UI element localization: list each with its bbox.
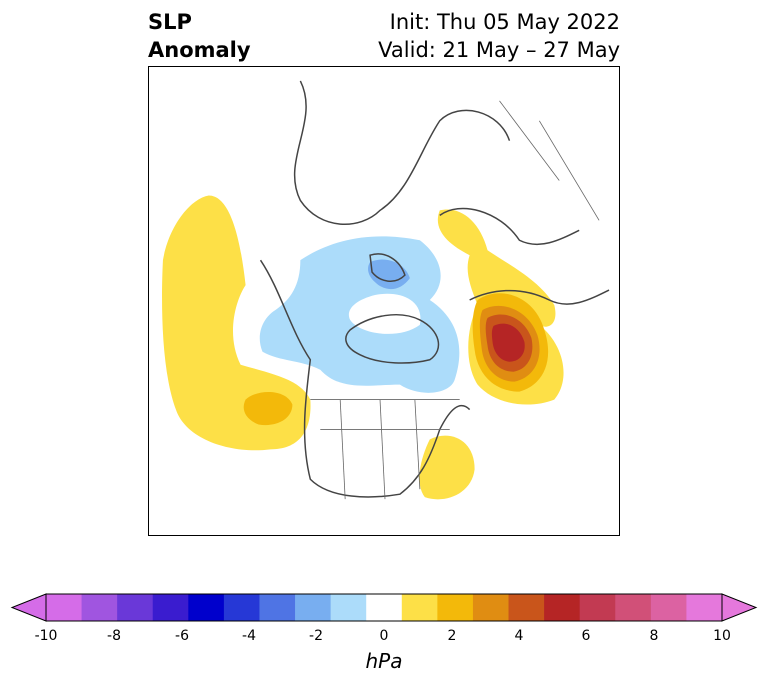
tick-label: -6 bbox=[175, 628, 189, 644]
positive-anomaly-europe-5 bbox=[491, 323, 525, 362]
negative-anomaly-arctic bbox=[259, 236, 460, 393]
init-date: Init: Thu 05 May 2022 bbox=[389, 10, 620, 34]
colorbar-bin bbox=[295, 594, 332, 621]
colorbar-bin bbox=[81, 594, 118, 621]
colorbar-border bbox=[45, 593, 723, 622]
valid-period: Valid: 21 May – 27 May bbox=[378, 38, 620, 62]
colorbar-bin bbox=[686, 594, 723, 621]
colorbar-bin bbox=[508, 594, 545, 621]
colorbar-bin bbox=[330, 594, 367, 621]
coastlines bbox=[259, 80, 610, 498]
title-anomaly: Anomaly bbox=[148, 38, 251, 62]
colorbar-bin bbox=[366, 594, 403, 621]
positive-anomaly-atlantic bbox=[419, 435, 475, 500]
tick-label: -10 bbox=[34, 628, 58, 644]
colorbar-bin bbox=[46, 594, 83, 621]
colorbar bbox=[10, 593, 758, 622]
tick-label: 0 bbox=[379, 628, 389, 644]
forecast-dates: Init: Thu 05 May 2022 Valid: 21 May – 27… bbox=[378, 8, 620, 64]
colorbar-bin bbox=[437, 594, 474, 621]
tick-label: -8 bbox=[107, 628, 121, 644]
tick-label: 6 bbox=[581, 628, 591, 644]
colorbar-extend-min bbox=[10, 593, 47, 622]
slp-anomaly-map bbox=[148, 66, 620, 536]
map-title: SLP Anomaly bbox=[148, 8, 251, 64]
colorbar-bin bbox=[188, 594, 225, 621]
tick-label: 4 bbox=[514, 628, 524, 644]
colorbar-bin bbox=[579, 594, 616, 621]
colorbar-bin bbox=[117, 594, 154, 621]
borders bbox=[310, 100, 600, 500]
colorbar-units-label: hPa bbox=[365, 649, 403, 673]
negative-anomaly-core bbox=[368, 259, 410, 290]
colorbar-bin bbox=[223, 594, 260, 621]
positive-anomaly-pacific-core bbox=[243, 391, 293, 426]
tick-label: 10 bbox=[713, 628, 731, 644]
colorbar-bin bbox=[650, 594, 687, 621]
tick-label: -4 bbox=[242, 628, 256, 644]
tick-label: -2 bbox=[309, 628, 323, 644]
colorbar-bin bbox=[152, 594, 189, 621]
tick-label: 8 bbox=[649, 628, 659, 644]
colorbar-bin bbox=[472, 594, 510, 621]
positive-anomaly-pacific bbox=[162, 195, 311, 451]
title-variable: SLP bbox=[148, 10, 192, 34]
tick-label: 2 bbox=[447, 628, 457, 644]
colorbar-bin bbox=[615, 594, 652, 621]
colorbar-extend-max bbox=[721, 593, 758, 622]
colorbar-bin bbox=[544, 594, 581, 621]
colorbar-bin bbox=[401, 594, 438, 621]
colorbar-bin bbox=[259, 594, 296, 621]
